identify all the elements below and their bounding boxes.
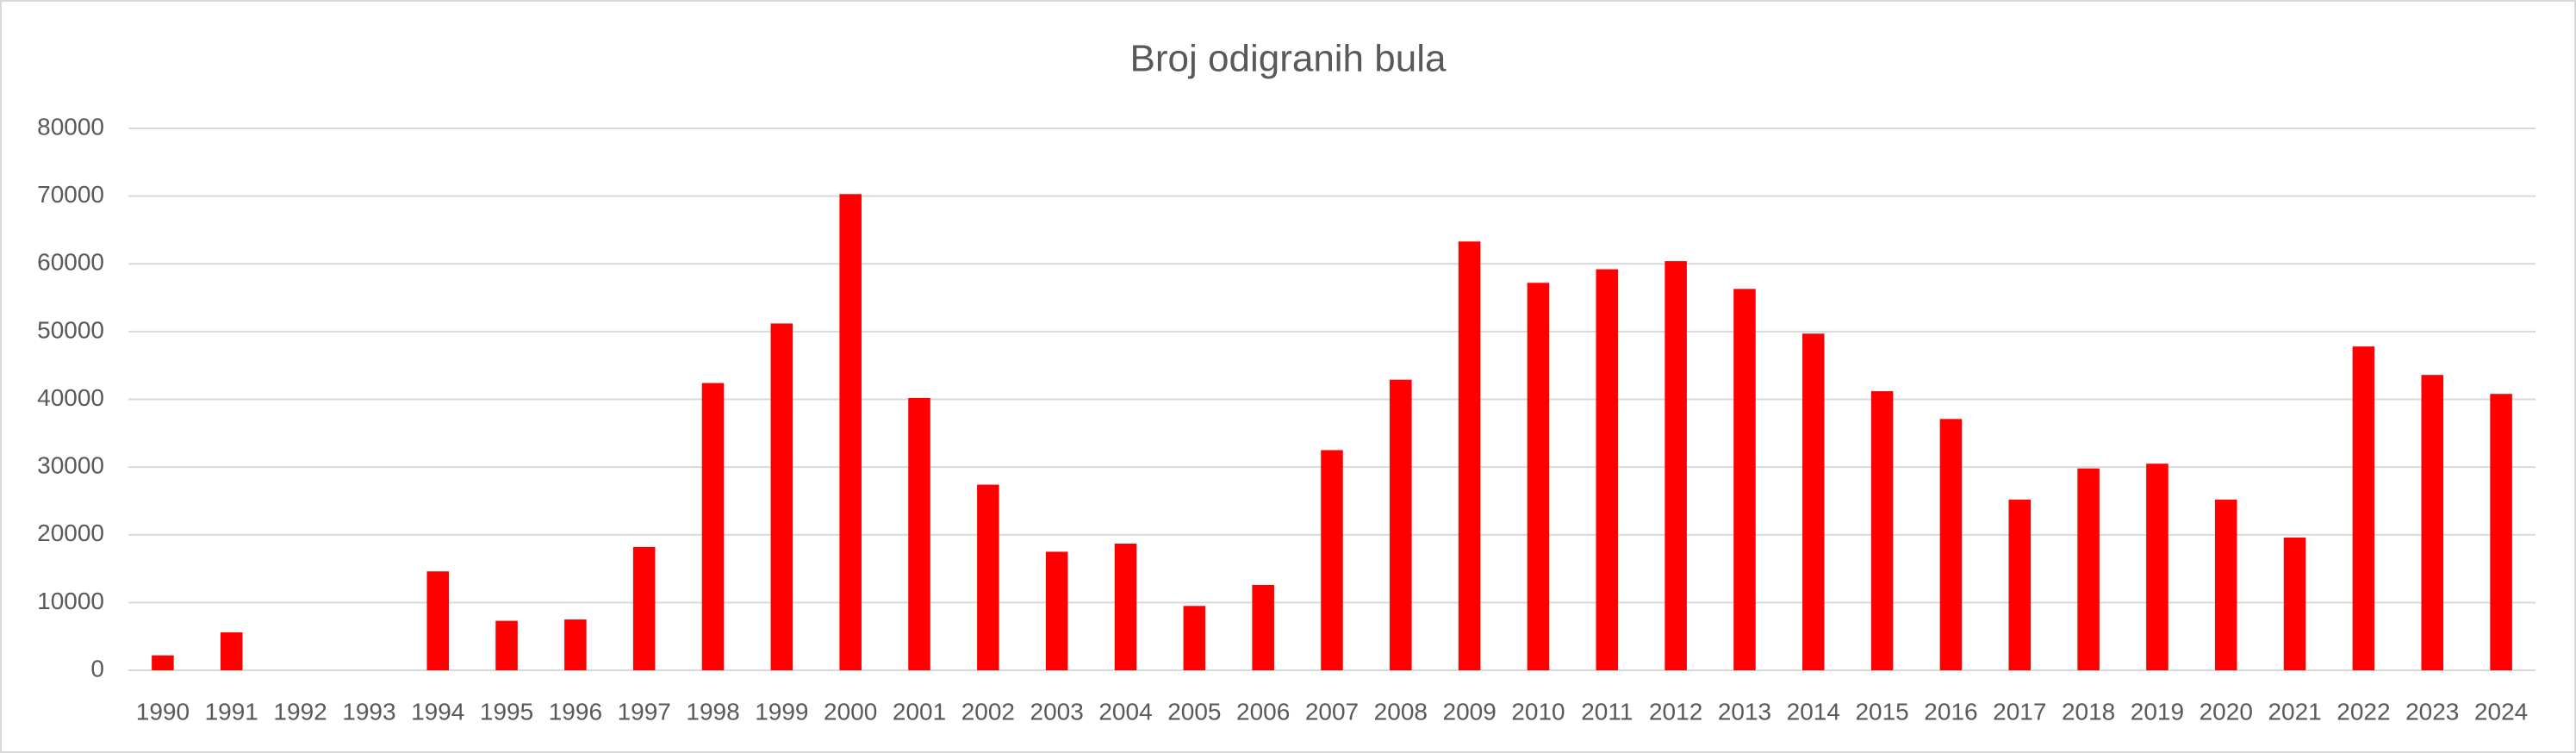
x-tick-label: 1990 bbox=[136, 698, 190, 725]
x-tick-label: 2008 bbox=[1374, 698, 1428, 725]
bar bbox=[1527, 283, 1550, 670]
bar bbox=[220, 632, 243, 670]
bar bbox=[2490, 394, 2512, 670]
y-tick-label: 50000 bbox=[37, 316, 104, 343]
y-tick-label: 10000 bbox=[37, 588, 104, 614]
bar bbox=[701, 383, 725, 670]
bar bbox=[2146, 464, 2168, 670]
x-tick-label: 1999 bbox=[755, 698, 808, 725]
x-tick-label: 2006 bbox=[1236, 698, 1290, 725]
x-tick-label: 2023 bbox=[2405, 698, 2459, 725]
x-tick-label: 2012 bbox=[1649, 698, 1702, 725]
bar bbox=[908, 397, 930, 670]
x-tick-label: 2024 bbox=[2474, 698, 2528, 725]
x-tick-label: 2005 bbox=[1167, 698, 1221, 725]
bar bbox=[1321, 450, 1343, 670]
x-tick-label: 2009 bbox=[1443, 698, 1496, 725]
bar bbox=[1045, 551, 1068, 670]
chart-title: Broj odigranih bula bbox=[1130, 38, 1447, 80]
bar bbox=[770, 323, 793, 670]
x-tick-label: 2022 bbox=[2336, 698, 2390, 725]
x-tick-label: 2004 bbox=[1098, 698, 1152, 725]
bar bbox=[2421, 375, 2444, 670]
x-tick-label: 1993 bbox=[342, 698, 395, 725]
bar bbox=[495, 620, 518, 670]
x-tick-label: 2010 bbox=[1511, 698, 1565, 725]
y-tick-label: 80000 bbox=[37, 113, 104, 140]
x-tick-label: 2007 bbox=[1305, 698, 1359, 725]
bar bbox=[977, 484, 999, 670]
bar bbox=[2008, 499, 2032, 670]
x-tick-label: 2021 bbox=[2268, 698, 2321, 725]
bar bbox=[426, 571, 450, 670]
x-tick-label: 1995 bbox=[480, 698, 533, 725]
x-tick-label: 2016 bbox=[1924, 698, 1977, 725]
x-tick-label: 1996 bbox=[549, 698, 602, 725]
bar bbox=[1802, 333, 1825, 670]
bar bbox=[632, 546, 656, 670]
x-tick-label: 1991 bbox=[205, 698, 258, 725]
bar bbox=[1458, 241, 1481, 670]
bar bbox=[1870, 391, 1894, 670]
bar bbox=[1733, 289, 1756, 670]
bar bbox=[1252, 584, 1274, 670]
bar bbox=[1939, 419, 1963, 670]
bar bbox=[2283, 537, 2306, 670]
x-tick-label: 2001 bbox=[893, 698, 946, 725]
bar bbox=[1114, 543, 1137, 670]
y-tick-label: 0 bbox=[90, 655, 104, 681]
bar bbox=[1596, 269, 1619, 670]
x-tick-label: 1998 bbox=[686, 698, 739, 725]
bar bbox=[1390, 379, 1412, 670]
x-tick-label: 1997 bbox=[618, 698, 671, 725]
x-tick-label: 2013 bbox=[1718, 698, 1771, 725]
x-tick-label: 2015 bbox=[1855, 698, 1908, 725]
y-tick-label: 30000 bbox=[37, 452, 104, 479]
y-tick-label: 40000 bbox=[37, 384, 104, 411]
x-tick-label: 2002 bbox=[961, 698, 1015, 725]
x-tick-label: 1994 bbox=[411, 698, 464, 725]
y-tick-label: 60000 bbox=[37, 249, 104, 276]
bar bbox=[2214, 499, 2237, 670]
x-tick-label: 2014 bbox=[1787, 698, 1840, 725]
x-tick-label: 2017 bbox=[1993, 698, 2046, 725]
bar bbox=[839, 194, 862, 671]
bar bbox=[2077, 468, 2100, 670]
x-tick-label: 2019 bbox=[2131, 698, 2184, 725]
x-tick-label: 2018 bbox=[2062, 698, 2115, 725]
x-tick-label: 2011 bbox=[1581, 698, 1633, 725]
y-tick-label: 20000 bbox=[37, 520, 104, 546]
bar bbox=[1183, 606, 1206, 670]
bar bbox=[1664, 261, 1687, 670]
x-tick-label: 2003 bbox=[1030, 698, 1084, 725]
x-tick-label: 2000 bbox=[824, 698, 877, 725]
y-tick-label: 70000 bbox=[37, 181, 104, 208]
x-tick-label: 2020 bbox=[2200, 698, 2253, 725]
bar bbox=[564, 619, 587, 670]
bar bbox=[2352, 346, 2375, 670]
bar bbox=[152, 655, 174, 670]
x-tick-label: 1992 bbox=[273, 698, 327, 725]
